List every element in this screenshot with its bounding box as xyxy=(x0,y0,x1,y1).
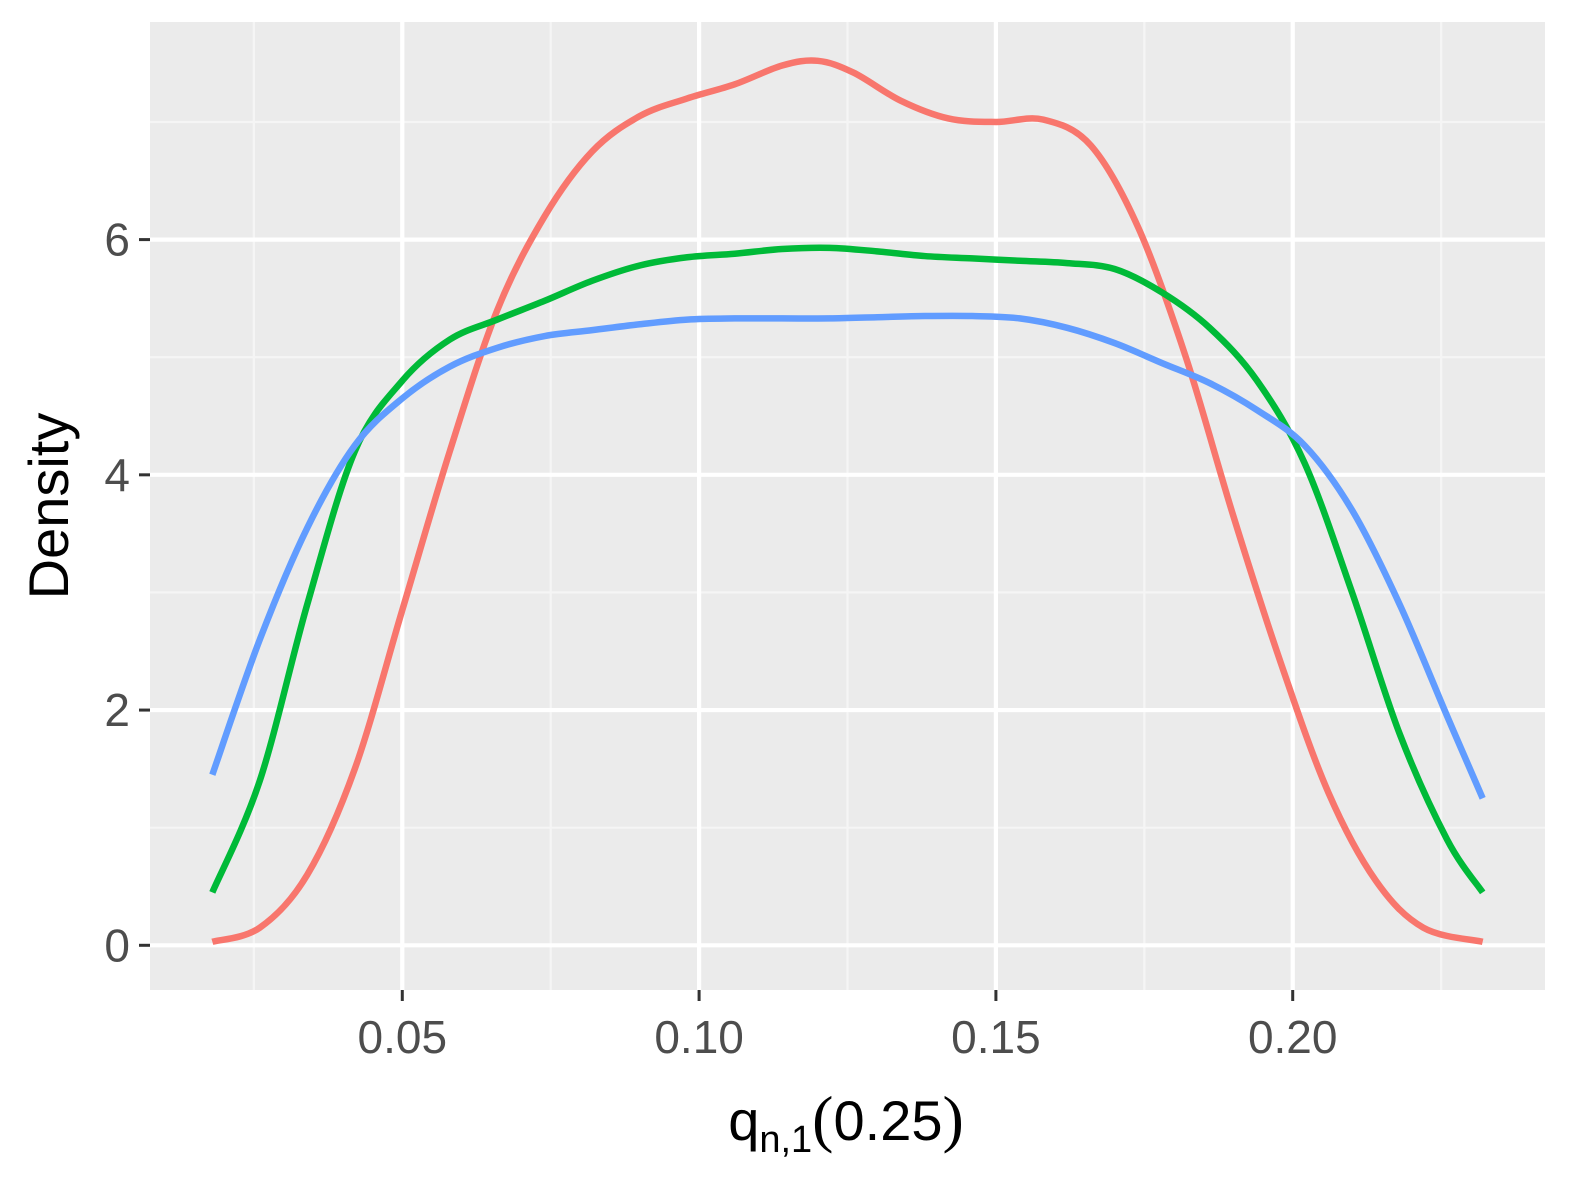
density-curves xyxy=(209,57,1486,945)
density-curve-2 xyxy=(209,244,1486,895)
y-tick-label: 6 xyxy=(104,214,130,266)
y-axis: 0 2 4 6 xyxy=(104,214,150,971)
y-tick-label: 0 xyxy=(104,919,130,971)
x-tick-label: 0.15 xyxy=(951,1011,1041,1063)
y-tick-label: 4 xyxy=(104,449,130,501)
y-axis-title: Density xyxy=(17,413,80,600)
x-axis: 0.05 0.10 0.15 0.20 xyxy=(358,990,1338,1063)
x-tick-label: 0.05 xyxy=(358,1011,448,1063)
x-axis-title-subscript: n,1 xyxy=(759,1119,812,1161)
minor-grid xyxy=(150,22,1545,990)
density-curve-1 xyxy=(211,57,1484,945)
x-axis-title-arg: 0.25 xyxy=(833,1089,942,1152)
x-axis-title-paren-close: ) xyxy=(942,1083,963,1154)
x-axis-title-paren-open: ( xyxy=(812,1083,833,1154)
x-axis-title-main: q xyxy=(728,1089,759,1152)
y-tick-label: 2 xyxy=(104,684,130,736)
major-grid xyxy=(150,22,1545,990)
x-tick-label: 0.10 xyxy=(654,1011,744,1063)
density-curve-3 xyxy=(209,312,1486,800)
x-tick-label: 0.20 xyxy=(1248,1011,1338,1063)
x-axis-title: qn,1(0.25) xyxy=(728,1083,964,1161)
